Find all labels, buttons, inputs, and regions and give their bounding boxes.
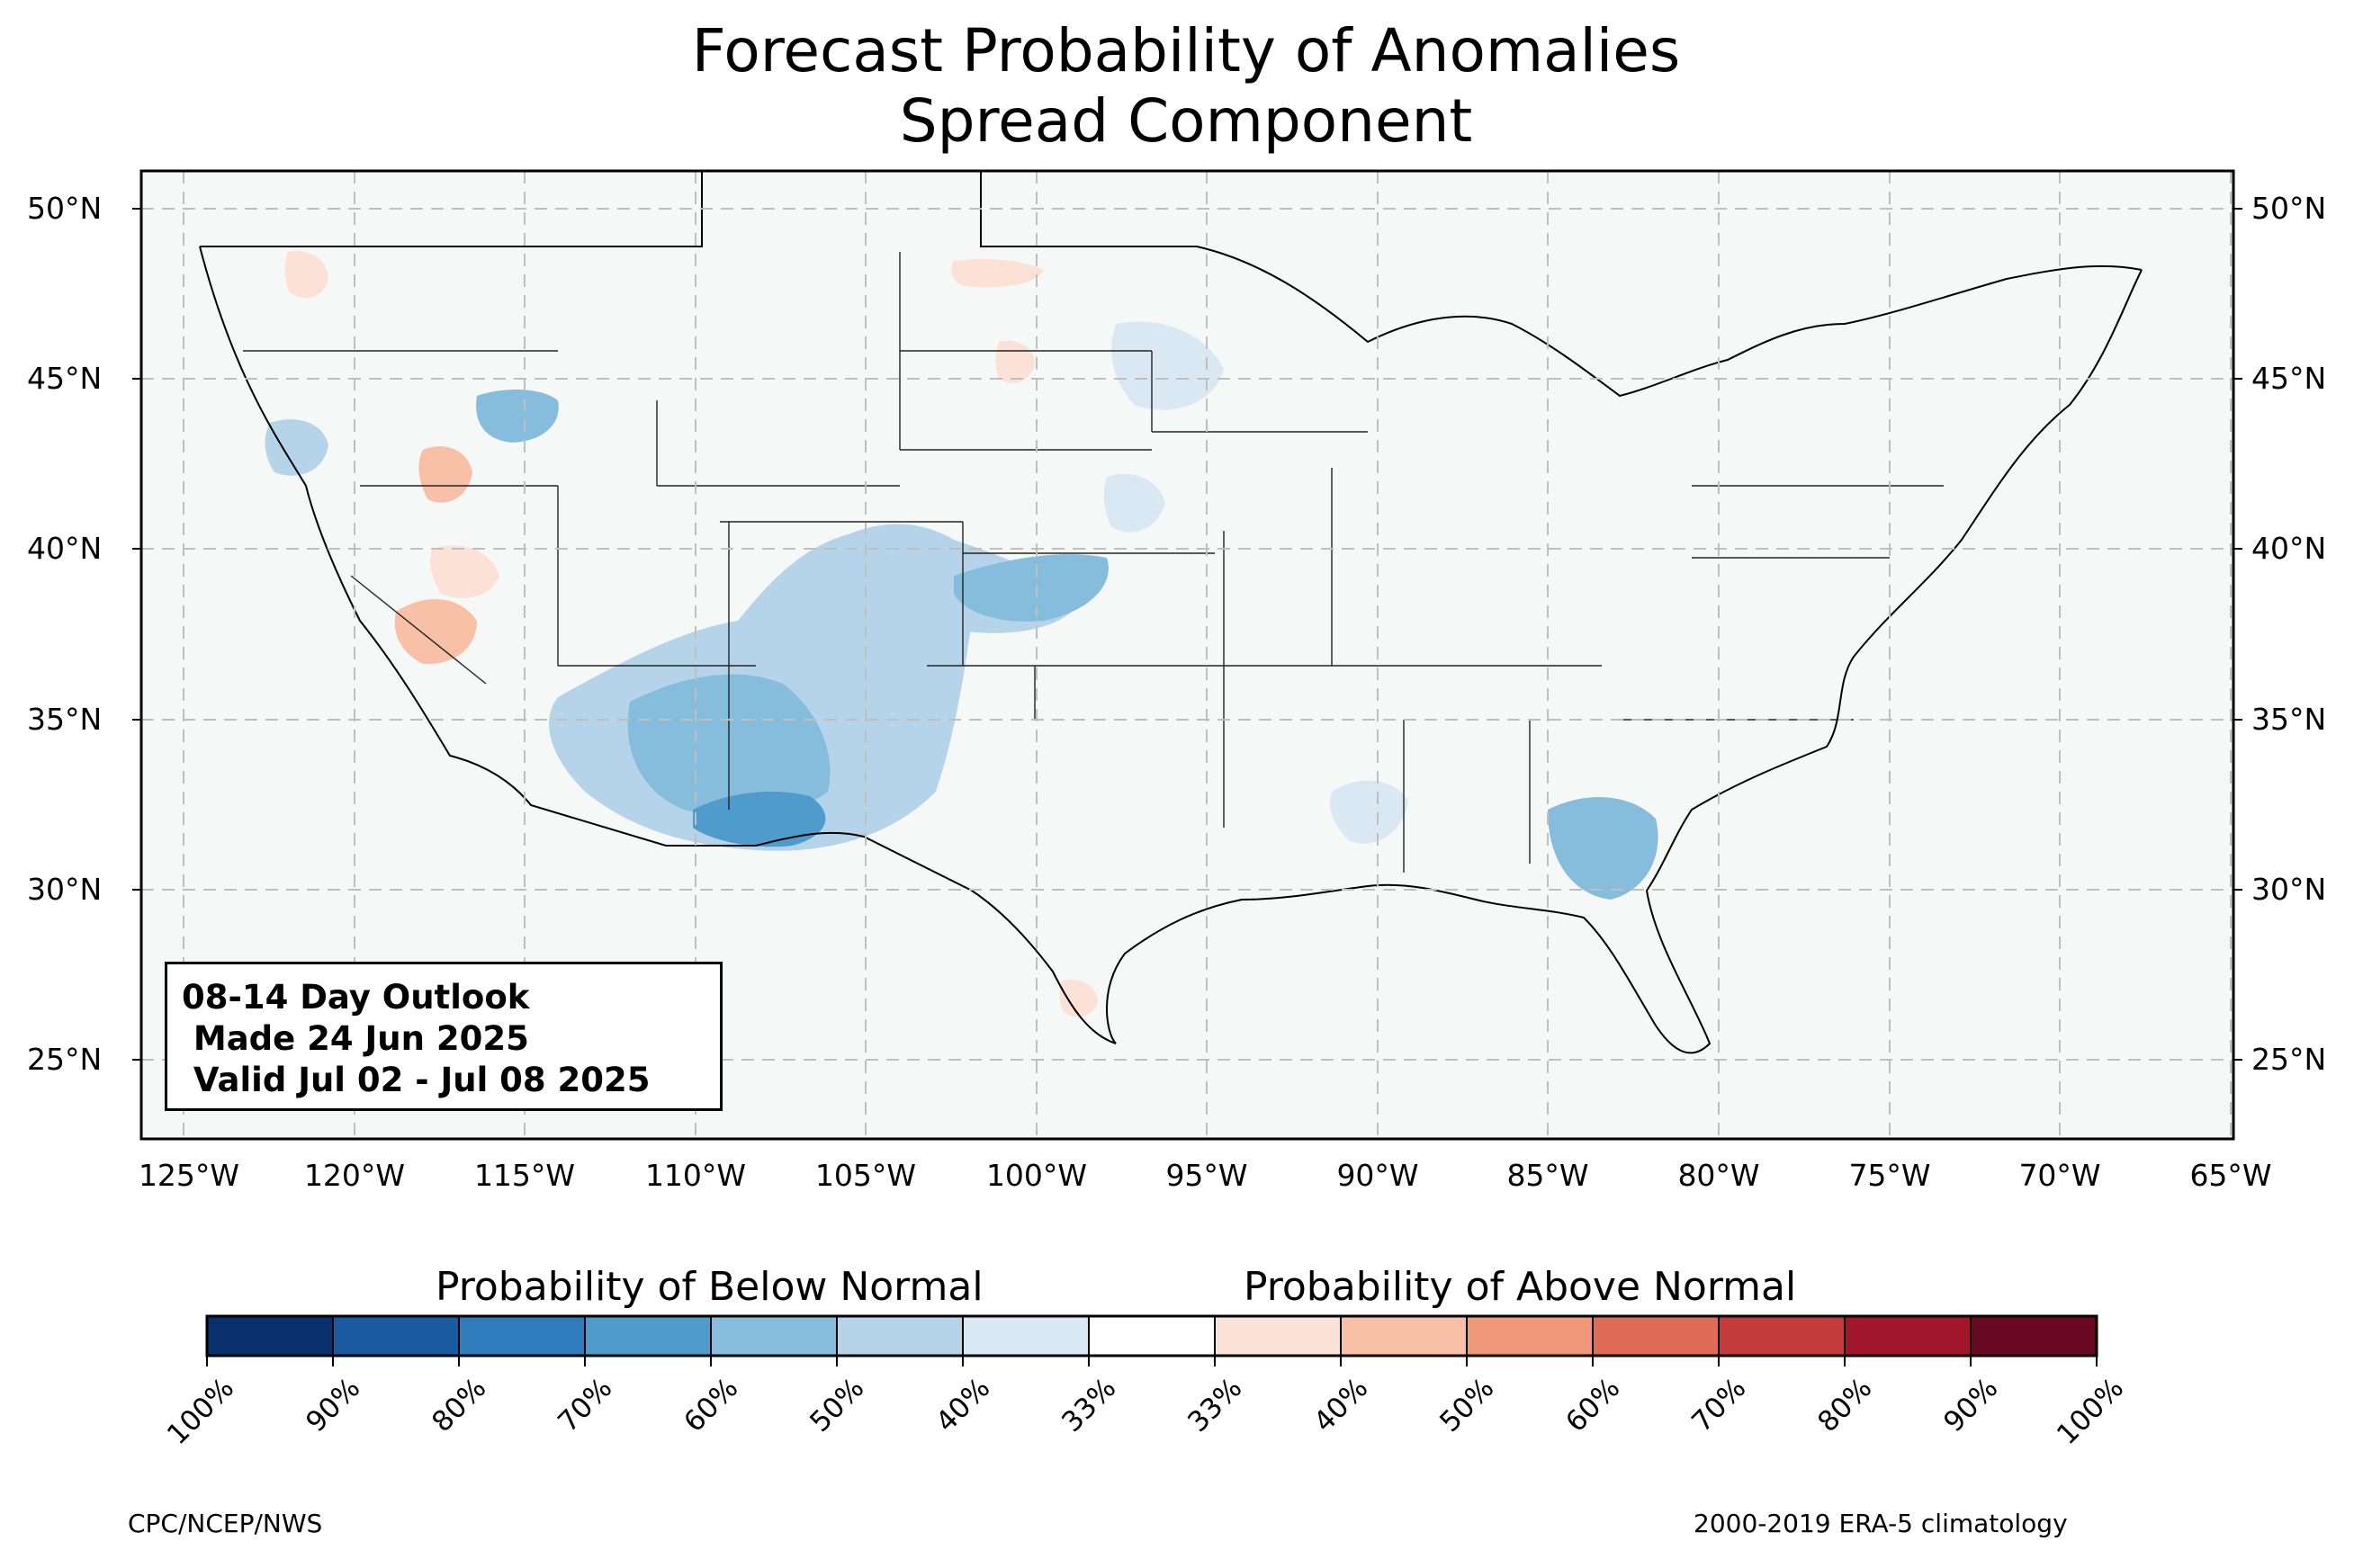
outlook-period: 08-14 Day Outlook <box>182 978 530 1017</box>
lon-label-105w: 105°W <box>814 1158 917 1193</box>
colorbar-cell <box>963 1316 1090 1356</box>
colorbar-frame <box>205 1314 2098 1357</box>
below-normal-region-newmexico-core <box>693 792 826 847</box>
title-line-1: Forecast Probability of Anomalies <box>691 16 1681 85</box>
lon-label-125w: 125°W <box>138 1158 240 1193</box>
colorbar-cell <box>207 1316 334 1356</box>
above-normal-region-washington <box>284 251 328 299</box>
outlook-info-box: 08-14 Day Outlook Made 24 Jun 2025 Valid… <box>165 962 723 1111</box>
lon-label-100w: 100°W <box>985 1158 1088 1193</box>
outlook-valid-range: Valid Jul 02 - Jul 08 2025 <box>182 1061 651 1099</box>
below-normal-region-georgia <box>1548 797 1658 900</box>
map-title: Forecast Probability of Anomalies Spread… <box>0 16 2372 157</box>
colorbar <box>207 1316 2098 1356</box>
lat-label-right-30: 30°N <box>2251 872 2327 907</box>
credit-right: 2000-2019 ERA-5 climatology <box>1694 1509 2068 1538</box>
lat-label-left-25: 25°N <box>27 1042 103 1077</box>
colorbar-cell <box>1215 1316 1342 1356</box>
lat-label-right-45: 45°N <box>2251 361 2327 396</box>
lat-label-left-40: 40°N <box>27 531 103 566</box>
anomaly-shading <box>265 251 1658 1017</box>
state-borders <box>243 252 1944 873</box>
colorbar-cell <box>837 1316 964 1356</box>
lon-label-90w: 90°W <box>1336 1158 1419 1193</box>
lon-label-85w: 85°W <box>1506 1158 1589 1193</box>
above-normal-region-nevada <box>394 599 477 665</box>
colorbar-cell <box>333 1316 460 1356</box>
colorbar-cell <box>1341 1316 1468 1356</box>
above-normal-region-nevada-north <box>418 446 472 503</box>
lat-label-left-50: 50°N <box>27 191 103 226</box>
above-normal-region-north-dakota <box>951 259 1044 288</box>
below-normal-region-gulf <box>1330 780 1408 844</box>
colorbar-below-heading: Probability of Below Normal <box>436 1264 984 1310</box>
colorbar-cell <box>1593 1316 1720 1356</box>
colorbar-cell <box>1719 1316 1846 1356</box>
lat-label-right-40: 40°N <box>2251 531 2327 566</box>
axis-ticks <box>132 208 2242 1061</box>
colorbar-cell <box>711 1316 838 1356</box>
lon-label-70w: 70°W <box>2018 1158 2101 1193</box>
outlook-made-date: Made 24 Jun 2025 <box>182 1019 529 1058</box>
colorbar-cell <box>1089 1316 1216 1356</box>
colorbar-cell <box>1971 1316 2098 1356</box>
colorbar-above-heading: Probability of Above Normal <box>1244 1264 1797 1310</box>
colorbar-cell <box>1845 1316 1972 1356</box>
lat-label-right-50: 50°N <box>2251 191 2327 226</box>
below-normal-region-kansas <box>954 554 1109 622</box>
national-border-outline <box>199 171 2143 1054</box>
lon-label-80w: 80°W <box>1677 1158 1760 1193</box>
lat-label-right-35: 35°N <box>2251 702 2327 737</box>
lon-label-110w: 110°W <box>644 1158 747 1193</box>
lon-label-115w: 115°W <box>473 1158 576 1193</box>
above-normal-region-utah-west <box>430 545 499 598</box>
colorbar-cell <box>585 1316 712 1356</box>
lon-label-65w: 65°W <box>2189 1158 2272 1193</box>
above-normal-region-texas-south <box>1059 979 1098 1017</box>
below-normal-region-idaho <box>476 390 559 443</box>
below-normal-region-minnesota <box>1111 321 1224 410</box>
colorbar-cell <box>1467 1316 1594 1356</box>
map-gridlines <box>141 171 2233 1139</box>
below-normal-region-oregon <box>265 419 328 476</box>
title-line-2: Spread Component <box>899 86 1473 156</box>
lon-label-120w: 120°W <box>303 1158 406 1193</box>
colorbar-ticks <box>206 1316 2098 1366</box>
colorbar-cell <box>459 1316 586 1356</box>
lat-label-right-25: 25°N <box>2251 1042 2327 1077</box>
lat-label-left-45: 45°N <box>27 361 103 396</box>
lon-label-95w: 95°W <box>1165 1158 1248 1193</box>
lat-label-left-30: 30°N <box>27 872 103 907</box>
lat-label-left-35: 35°N <box>27 702 103 737</box>
credit-left: CPC/NCEP/NWS <box>128 1509 323 1538</box>
lon-label-75w: 75°W <box>1848 1158 1931 1193</box>
map-frame <box>139 169 2235 1141</box>
below-normal-region-iowa <box>1103 473 1165 533</box>
